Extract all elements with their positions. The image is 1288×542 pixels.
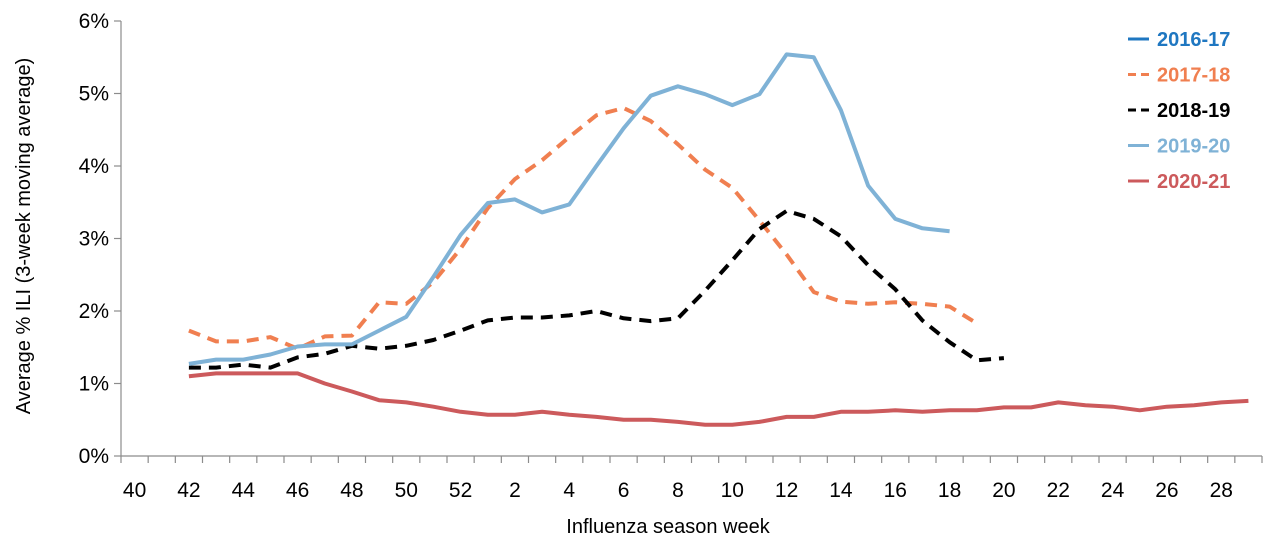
x-tick-label: 44 <box>232 479 256 502</box>
x-tick-label: 4 <box>563 479 575 502</box>
y-tick-label: 2% <box>79 300 109 323</box>
x-tick-label: 24 <box>1101 479 1125 502</box>
x-tick-label: 16 <box>884 479 907 502</box>
x-tick-label: 26 <box>1155 479 1178 502</box>
x-tick-label: 46 <box>286 479 309 502</box>
x-tick-label: 52 <box>449 479 472 502</box>
x-axis-title: Influenza season week <box>566 516 770 538</box>
x-tick-label: 12 <box>775 479 798 502</box>
legend: 2016-17 2017-18 2018-19 2019-20 2020-21 <box>1128 29 1230 193</box>
y-tick-label: 1% <box>79 373 109 396</box>
axes: 0%1%2%3%4%5%6%40 42 44 46 48 50 52 2 4 6 8 10 12 14 16… <box>79 10 1263 502</box>
series-layer <box>188 52 1249 427</box>
x-tick-label: 28 <box>1210 479 1233 502</box>
legend-label: 2017-18 <box>1157 65 1230 87</box>
series-line-2019-20 <box>188 52 950 366</box>
legend-label: 2016-17 <box>1157 29 1230 51</box>
x-tick-label: 42 <box>177 479 200 502</box>
x-tick-label: 6 <box>618 479 630 502</box>
x-tick-label: 2 <box>509 479 521 502</box>
series-line-2017-18 <box>188 106 978 351</box>
x-tick-label: 14 <box>829 479 853 502</box>
x-tick-label: 48 <box>340 479 363 502</box>
legend-label: 2020-21 <box>1157 171 1230 193</box>
x-tick-label: 20 <box>992 479 1015 502</box>
x-tick-label: 40 <box>123 479 146 502</box>
legend-label: 2019-20 <box>1157 136 1230 158</box>
x-tick-label: 22 <box>1047 479 1070 502</box>
y-tick-label: 0% <box>79 445 109 468</box>
series-line-2020-21 <box>188 371 1249 427</box>
y-tick-label: 3% <box>79 228 109 251</box>
y-tick-label: 6% <box>79 10 109 33</box>
y-tick-label: 5% <box>79 83 109 106</box>
legend-label: 2018-19 <box>1157 100 1230 122</box>
x-tick-label: 10 <box>721 479 744 502</box>
x-tick-label: 50 <box>395 479 418 502</box>
y-axis-title: Average % ILI (3-week moving average) <box>13 58 35 414</box>
x-tick-label: 8 <box>672 479 684 502</box>
x-tick-label: 18 <box>938 479 961 502</box>
y-tick-label: 4% <box>79 155 109 178</box>
